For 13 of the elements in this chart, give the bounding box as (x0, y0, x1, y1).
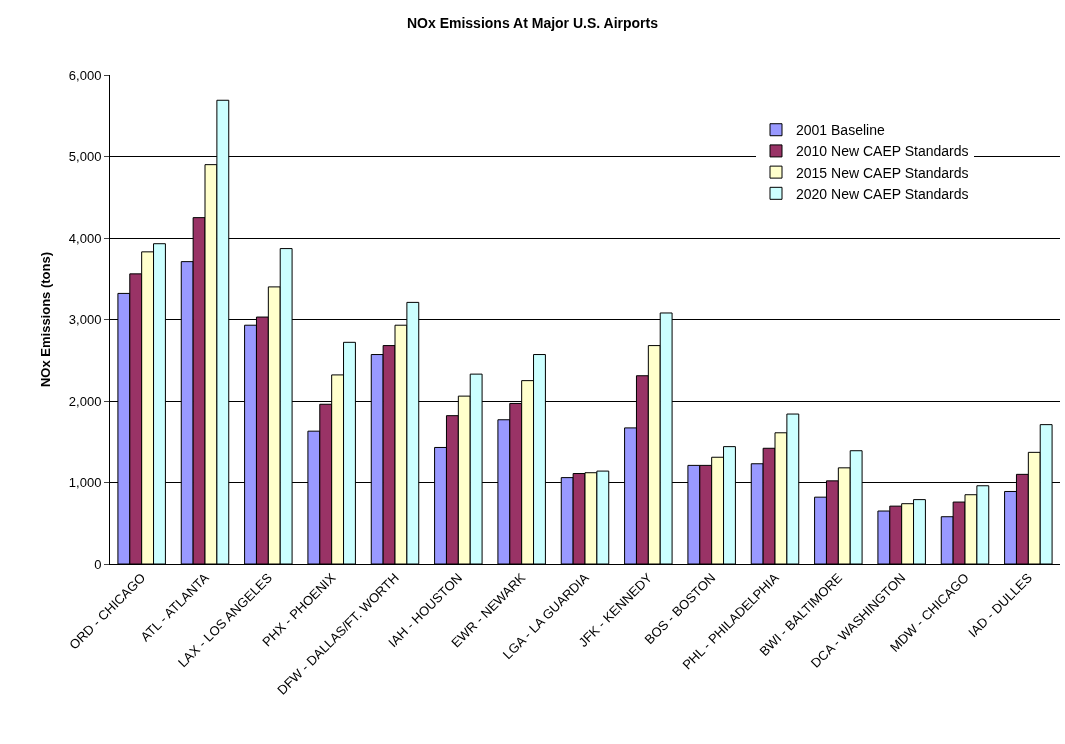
y-tick-label: 0 (94, 556, 102, 572)
legend-label: 2010 New CAEP Standards (796, 143, 969, 160)
y-tick-label: 1,000 (68, 475, 102, 491)
y-tick-label: 5,000 (68, 149, 102, 165)
legend-label: 2020 New CAEP Standards (796, 185, 969, 202)
y-axis-title: NOx Emissions (tons) (37, 251, 53, 388)
chart-title: NOx Emissions At Major U.S. Airports (406, 15, 659, 32)
legend-label: 2015 New CAEP Standards (796, 164, 969, 181)
y-tick-label: 3,000 (68, 312, 102, 328)
legend-label: 2001 Baseline (796, 122, 885, 139)
y-tick-label: 2,000 (68, 393, 102, 409)
y-tick-label: 4,000 (68, 230, 102, 246)
y-tick-label: 6,000 (68, 67, 102, 83)
